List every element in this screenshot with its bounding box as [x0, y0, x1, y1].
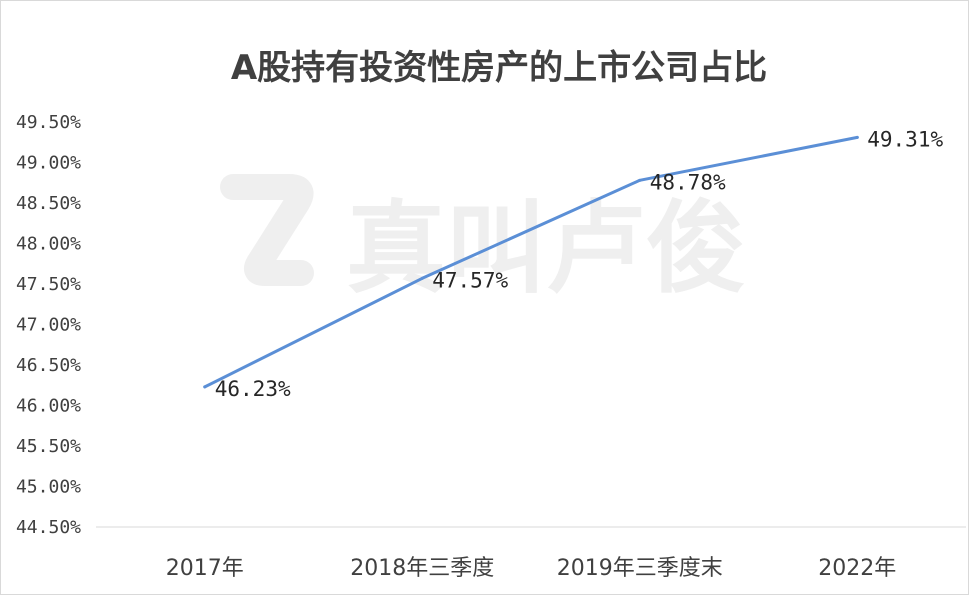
series-line — [203, 135, 859, 389]
y-tick-label: 45.00% — [16, 477, 81, 498]
data-label: 49.31% — [867, 127, 943, 151]
x-tick-label: 2018年三季度 — [350, 556, 494, 581]
y-tick-label: 46.00% — [16, 396, 81, 417]
y-tick-label: 45.50% — [16, 436, 81, 457]
y-axis-ticks: 49.50% 49.00% 48.50% 48.00% 47.50% 47.00% 46.5… — [16, 112, 81, 538]
data-point — [638, 178, 642, 182]
x-tick-label: 2019年三季度末 — [557, 556, 723, 581]
data-point — [855, 135, 859, 139]
y-tick-label: 48.50% — [16, 193, 81, 214]
data-label: 47.57% — [432, 268, 508, 292]
y-tick-label: 49.00% — [16, 153, 81, 174]
chart-title: A股持有投资性房产的上市公司占比 — [231, 48, 767, 88]
watermark-logo: 真叫卢俊 — [220, 174, 746, 307]
data-point — [203, 385, 207, 389]
x-axis-ticks: 2017年 2018年三季度 2019年三季度末 2022年 — [166, 556, 897, 581]
y-tick-label: 44.50% — [16, 517, 81, 538]
x-tick-label: 2017年 — [166, 556, 244, 581]
y-tick-label: 47.00% — [16, 315, 81, 336]
y-tick-label: 46.50% — [16, 355, 81, 376]
data-point — [420, 276, 424, 280]
series-group — [203, 135, 859, 389]
data-label: 46.23% — [215, 377, 291, 401]
watermark-z-icon — [220, 174, 314, 286]
x-tick-label: 2022年 — [818, 556, 896, 581]
data-labels: 46.23% 47.57% 48.78% 49.31% — [215, 127, 944, 400]
y-tick-label: 47.50% — [16, 274, 81, 295]
data-label: 48.78% — [650, 170, 726, 194]
y-tick-label: 49.50% — [16, 112, 81, 133]
watermark-text: 真叫卢俊 — [346, 190, 746, 307]
y-tick-label: 48.00% — [16, 234, 81, 255]
